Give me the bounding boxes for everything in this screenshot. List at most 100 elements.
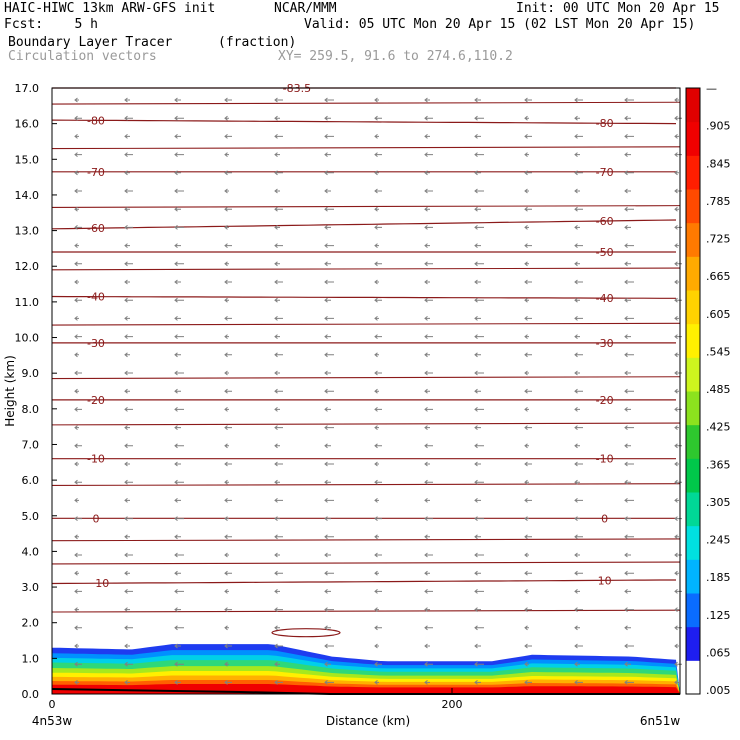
temperature-contour [51, 267, 681, 271]
circulation-vector [224, 425, 232, 430]
y-tick-label: 4.0 [22, 545, 40, 558]
circulation-vector [674, 261, 682, 267]
circulation-vector [74, 206, 79, 212]
circulation-vector [674, 661, 682, 667]
circulation-vector [74, 570, 79, 576]
circulation-vector [324, 552, 331, 558]
y-tick-label: 8.0 [22, 403, 40, 416]
circulation-vector [274, 443, 280, 449]
circulation-vector [124, 534, 130, 540]
circulation-vector [174, 243, 181, 248]
circulation-vector [74, 461, 79, 467]
temperature-contour [51, 205, 681, 208]
circulation-vector [174, 134, 181, 139]
circulation-vector [324, 170, 334, 176]
circulation-vector [174, 443, 184, 449]
colorbar-swatch [686, 357, 700, 392]
circulation-vector [74, 388, 79, 394]
circulation-vector [374, 461, 379, 467]
circulation-vector [374, 589, 382, 594]
circulation-vector [524, 316, 532, 321]
temperature-contour [51, 609, 681, 613]
circulation-vector [624, 461, 634, 467]
circulation-vector [524, 170, 532, 176]
circulation-vector [274, 534, 283, 540]
circulation-vector [474, 534, 481, 540]
circulation-vector [174, 279, 181, 285]
circulation-vector [324, 680, 334, 685]
circulation-vector [474, 134, 481, 139]
circulation-vector [374, 370, 382, 376]
circulation-vector [524, 498, 532, 503]
circulation-vector [574, 97, 583, 103]
circulation-vector [174, 188, 184, 194]
circulation-vector [324, 352, 334, 358]
contour-label: -20 [87, 394, 105, 407]
circulation-vector [424, 261, 433, 267]
circulation-vector [74, 607, 79, 612]
circulation-vector [174, 352, 181, 358]
circulation-vector [524, 443, 529, 449]
circulation-vector [324, 461, 334, 467]
circulation-vector [324, 388, 334, 394]
circulation-vector [424, 661, 433, 667]
circulation-vector [424, 534, 430, 540]
colorbar-label: .845 [706, 157, 731, 170]
circulation-vector [324, 534, 334, 540]
contour-label: -10 [87, 453, 105, 466]
circulation-vector [124, 607, 130, 612]
circulation-vector [424, 388, 430, 394]
circulation-vector [124, 680, 130, 685]
circulation-vector [324, 152, 331, 157]
field-units: (fraction) [218, 35, 297, 50]
colorbar-swatch [686, 189, 700, 224]
temperature-contour [51, 579, 676, 585]
colorbar-frame [685, 87, 701, 695]
circulation-vector [674, 297, 682, 303]
circulation-vector [224, 479, 229, 485]
circulation-vector [424, 516, 433, 521]
y-tick-label: 9.0 [22, 367, 40, 380]
circulation-vector [324, 443, 331, 449]
circulation-vector [424, 607, 430, 612]
circulation-vector [224, 97, 232, 103]
circulation-vector [574, 261, 580, 267]
circulation-vector [474, 570, 481, 576]
colorbar-swatch [686, 256, 700, 291]
circulation-vector [124, 461, 130, 467]
circulation-vector [174, 516, 184, 521]
circulation-vector [574, 643, 583, 649]
circulation-vector [374, 516, 382, 521]
circulation-vector [474, 589, 484, 594]
circulation-vector [324, 479, 331, 485]
circulation-vector [574, 134, 583, 139]
circulation-vector [224, 407, 229, 412]
circulation-vector [674, 152, 682, 157]
circulation-vector [574, 334, 580, 339]
circulation-vector [674, 570, 679, 576]
circulation-vector [224, 188, 229, 194]
circulation-vector [224, 134, 232, 139]
circulation-vector [274, 516, 280, 521]
circulation-vector [374, 134, 379, 139]
circulation-vector [474, 443, 484, 449]
circulation-vector [124, 625, 133, 631]
circulation-vector [274, 206, 283, 212]
circulation-vector [174, 552, 184, 558]
circulation-vector [674, 643, 679, 649]
circulation-vector [174, 407, 184, 412]
colorbar-label: .665 [706, 270, 731, 283]
circulation-vector [574, 170, 583, 176]
circulation-vector [424, 352, 430, 358]
circulation-vector [124, 498, 130, 503]
circulation-vector [74, 425, 79, 430]
circulation-vector [424, 552, 433, 558]
circulation-vector [424, 461, 430, 467]
circulation-vector [74, 643, 79, 649]
circulation-vector [424, 680, 430, 685]
circulation-vector [324, 279, 334, 285]
circulation-vector [324, 243, 334, 248]
circulation-vector [274, 479, 280, 485]
circulation-vector [224, 443, 229, 449]
circulation-vector [324, 643, 334, 649]
